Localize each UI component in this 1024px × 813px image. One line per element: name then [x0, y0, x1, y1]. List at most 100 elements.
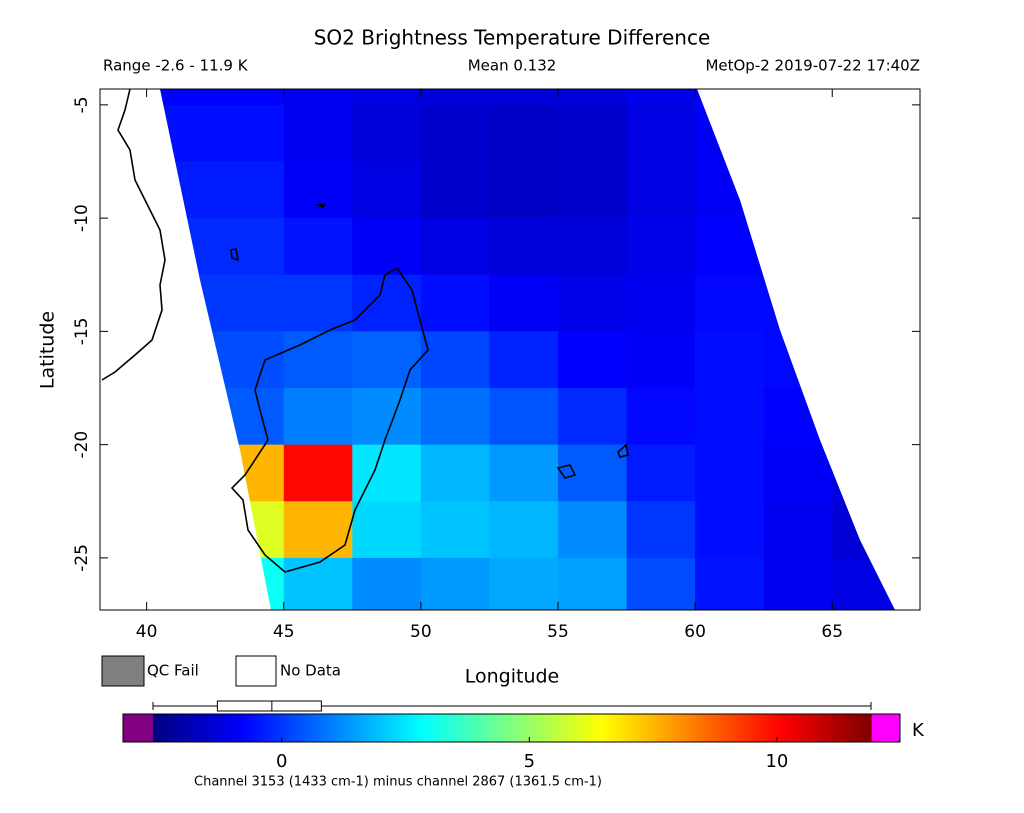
colorbar-tick-label: 0: [276, 751, 287, 772]
data-cell: [283, 218, 353, 276]
colorbar-step: [567, 714, 573, 742]
colorbar-step: [236, 714, 242, 742]
colorbar-step: [579, 714, 585, 742]
colorbar-step: [647, 714, 653, 742]
plot-frame: [99, 88, 921, 611]
data-cell: [626, 161, 696, 219]
data-cell: [626, 218, 696, 276]
colorbar-step: [771, 714, 776, 742]
colorbar-step: [835, 714, 840, 742]
colorbar-step: [619, 714, 625, 742]
data-cell: [283, 331, 353, 389]
colorbar-step: [200, 714, 206, 742]
colorbar-step: [352, 714, 358, 742]
data-cell: [420, 388, 490, 446]
y-tick-label: -10: [72, 204, 92, 232]
colorbar-step: [420, 714, 425, 742]
data-cell: [695, 557, 765, 610]
colorbar-step: [332, 714, 338, 742]
colorbar-step: [192, 714, 198, 742]
colorbar-step: [216, 714, 222, 742]
colorbar-step: [160, 714, 166, 742]
colorbar-step: [543, 714, 549, 742]
colorbar-step: [839, 714, 844, 742]
data-cell: [352, 218, 422, 276]
colorbar-tick-label: 5: [524, 751, 535, 772]
colorbar-step: [583, 714, 589, 742]
colorbar-step: [472, 714, 477, 742]
data-cell: [557, 388, 628, 446]
data-cell: [420, 557, 490, 610]
colorbar-step: [384, 714, 389, 742]
data-cell: [489, 89, 559, 106]
x-tick-label: 65: [821, 622, 843, 642]
colorbar-step: [372, 714, 377, 742]
colorbar-step: [452, 714, 457, 742]
colorbar-step: [196, 714, 202, 742]
colorbar-step: [212, 714, 218, 742]
colorbar-step: [607, 714, 613, 742]
x-tick-label: 45: [273, 622, 295, 642]
coastline-mauritius: [617, 443, 629, 458]
colorbar-step: [408, 714, 413, 742]
colorbar-step: [859, 714, 864, 742]
data-cell: [420, 218, 490, 276]
coastline-island: [314, 202, 327, 208]
colorbar-tick-label: 10: [765, 751, 788, 772]
colorbar-step: [779, 714, 784, 742]
colorbar-step: [555, 714, 561, 742]
data-cell: [489, 218, 559, 276]
colorbar-step: [715, 714, 721, 742]
colorbar-step: [743, 714, 748, 742]
data-cell: [420, 274, 490, 332]
colorbar-step: [156, 714, 162, 742]
colorbar-step: [392, 714, 397, 742]
colorbar-step: [795, 714, 800, 742]
colorbar-step: [340, 714, 346, 742]
colorbar-step: [587, 714, 593, 742]
colorbar-step: [807, 714, 812, 742]
colorbar-step: [643, 714, 649, 742]
colorbar-step: [376, 714, 381, 742]
colorbar-step: [727, 714, 732, 742]
colorbar-step: [300, 714, 306, 742]
colorbar-step: [153, 714, 158, 742]
colorbar-step: [719, 714, 725, 742]
colorbar-step: [232, 714, 238, 742]
data-cell: [489, 557, 559, 610]
colorbar-step: [428, 714, 433, 742]
colorbar-step: [424, 714, 429, 742]
box: [216, 700, 322, 712]
colorbar-step: [360, 714, 366, 742]
data-cell: [283, 161, 353, 219]
colorbar-step: [627, 714, 633, 742]
colorbar-step: [611, 714, 617, 742]
colorbar-step: [707, 714, 713, 742]
coastline-comoros: [230, 248, 240, 262]
colorbar-step: [651, 714, 657, 742]
colorbar-step: [480, 714, 485, 742]
colorbar-step: [272, 714, 278, 742]
data-cell: [215, 161, 285, 219]
colorbar-step: [168, 714, 174, 742]
colorbar-step: [731, 714, 736, 742]
colorbar-step: [703, 714, 709, 742]
colorbar-step: [436, 714, 441, 742]
colorbar-step: [280, 714, 286, 742]
colorbar-step: [755, 714, 760, 742]
colorbar-step: [396, 714, 401, 742]
colorbar-step: [775, 714, 780, 742]
colorbar-step: [404, 714, 409, 742]
data-cell: [420, 444, 490, 502]
colorbar-step: [863, 714, 868, 742]
data-cell: [420, 161, 490, 219]
data-cell: [557, 218, 628, 276]
subtitle-mean: Mean 0.132: [468, 57, 557, 75]
colorbar-step: [512, 714, 517, 742]
colorbar-step: [248, 714, 254, 742]
colorbar-step: [847, 714, 852, 742]
y-tick-label: -25: [72, 544, 92, 572]
data-cell: [626, 104, 696, 162]
data-cell: [695, 444, 765, 502]
